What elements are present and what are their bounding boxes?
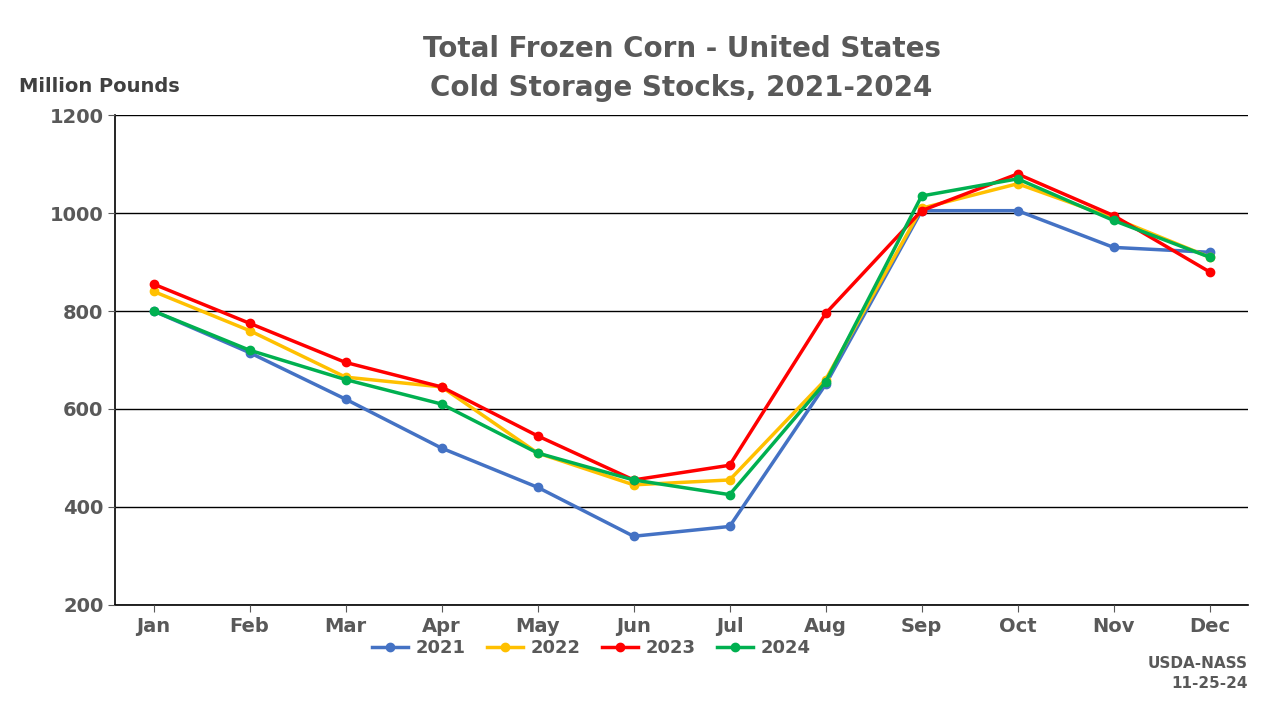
2022 [722, 476, 737, 485]
2022 [146, 287, 161, 296]
2021 [146, 307, 161, 315]
2023 [434, 382, 449, 391]
2022 [818, 375, 833, 384]
2024 [626, 476, 641, 485]
Legend: 2021, 2022, 2023, 2024: 2021, 2022, 2023, 2024 [365, 632, 818, 665]
Line: 2023: 2023 [150, 170, 1213, 484]
2022 [1202, 253, 1217, 261]
2024 [530, 449, 545, 457]
2022 [914, 204, 929, 212]
2023 [1202, 268, 1217, 276]
2023 [626, 476, 641, 485]
2022 [242, 326, 257, 335]
2023 [1106, 211, 1121, 220]
2023 [914, 207, 929, 215]
2023 [818, 309, 833, 318]
Line: 2024: 2024 [150, 175, 1213, 499]
2024 [722, 490, 737, 499]
2023 [242, 319, 257, 328]
2024 [1010, 174, 1025, 183]
2021 [338, 395, 353, 403]
2024 [338, 375, 353, 384]
2024 [146, 307, 161, 315]
2024 [242, 346, 257, 354]
2022 [434, 382, 449, 391]
2024 [1106, 216, 1121, 225]
2021 [914, 207, 929, 215]
2022 [1106, 214, 1121, 222]
2021 [530, 483, 545, 492]
2024 [1202, 253, 1217, 261]
Text: USDA-NASS
11-25-24: USDA-NASS 11-25-24 [1148, 657, 1248, 691]
2021 [626, 532, 641, 541]
2022 [626, 480, 641, 489]
Text: Million Pounds: Million Pounds [19, 76, 179, 96]
2021 [1106, 243, 1121, 252]
2021 [722, 522, 737, 531]
2022 [1010, 179, 1025, 188]
2024 [818, 378, 833, 387]
2022 [530, 449, 545, 457]
2023 [338, 358, 353, 366]
2023 [722, 461, 737, 469]
2021 [818, 380, 833, 389]
2023 [530, 431, 545, 440]
Line: 2021: 2021 [150, 207, 1213, 541]
2021 [1202, 248, 1217, 256]
Line: 2022: 2022 [150, 179, 1213, 489]
2023 [146, 280, 161, 289]
2021 [1010, 207, 1025, 215]
2024 [914, 192, 929, 200]
2022 [338, 373, 353, 382]
2021 [242, 348, 257, 357]
2024 [434, 400, 449, 408]
Title: Total Frozen Corn - United States
Cold Storage Stocks, 2021-2024: Total Frozen Corn - United States Cold S… [422, 35, 941, 102]
2021 [434, 444, 449, 452]
2023 [1010, 170, 1025, 179]
